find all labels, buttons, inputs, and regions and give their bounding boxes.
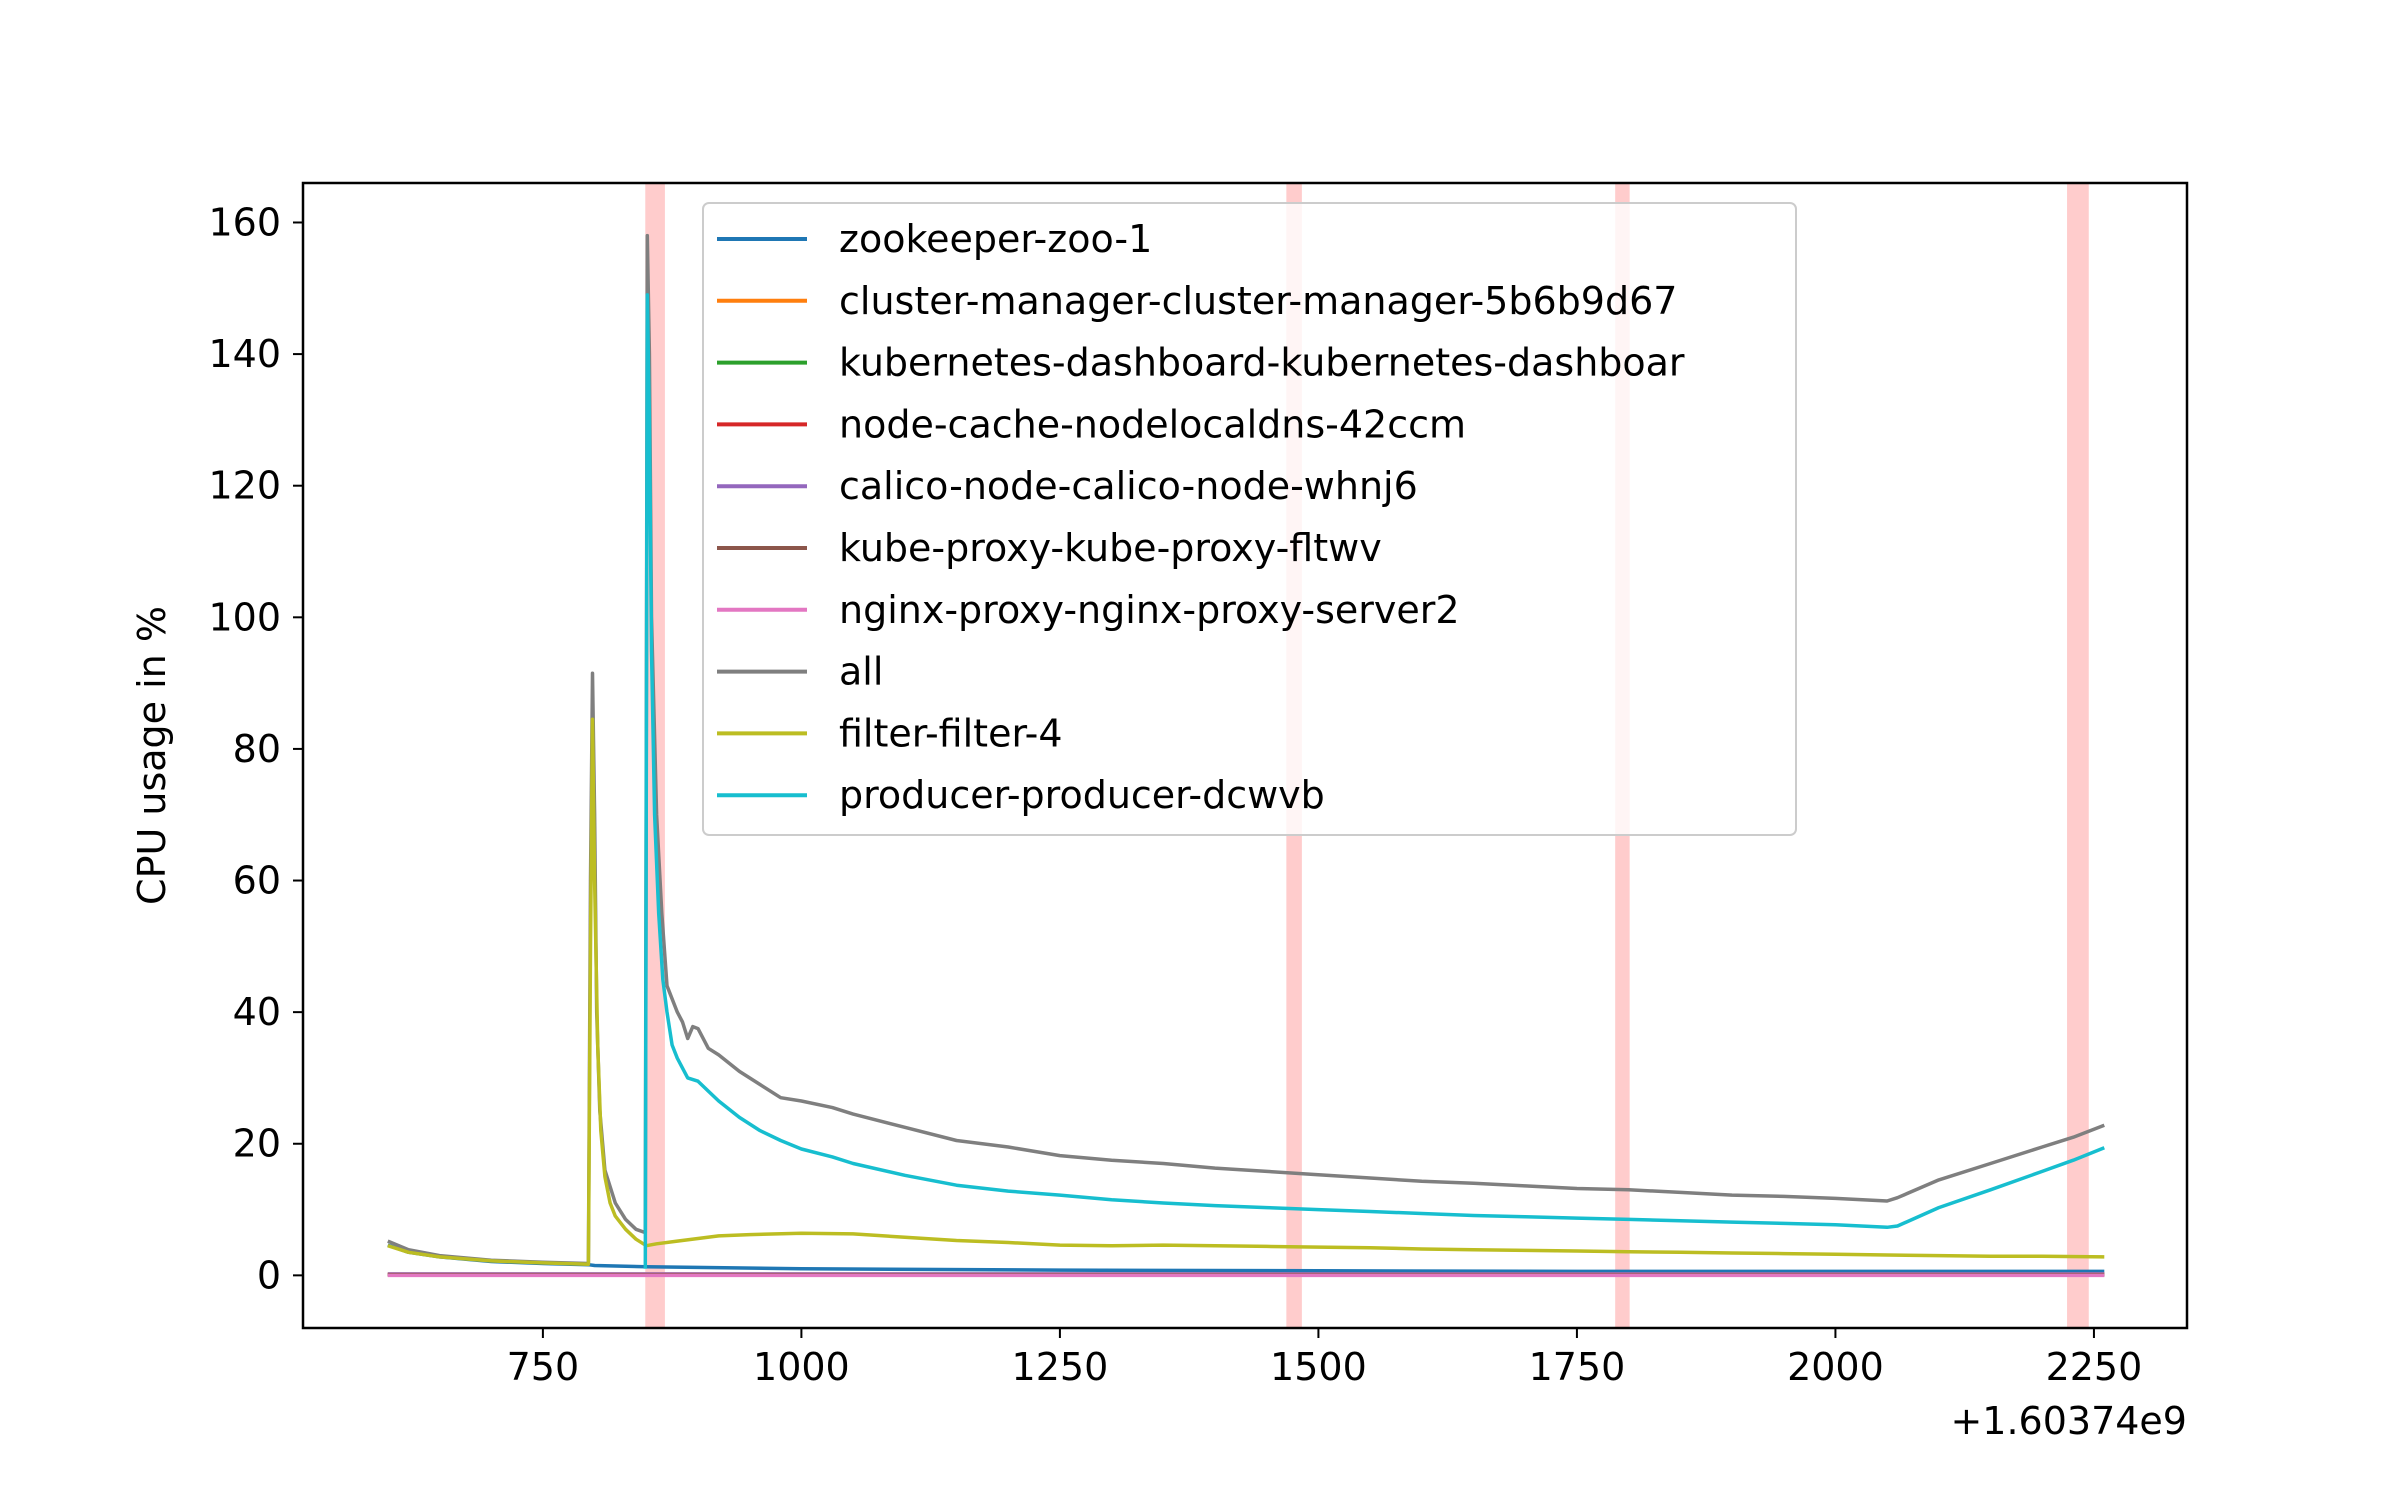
y-tick-label: 140	[208, 332, 281, 376]
legend: zookeeper-zoo-1 cluster-manager-cluster-m…	[702, 202, 1797, 836]
y-tick-label: 0	[257, 1253, 281, 1297]
x-tick-label: 1000	[753, 1345, 850, 1389]
legend-label-calico-node-calico-node-whnj6: calico-node-calico-node-whnj6	[839, 464, 1418, 508]
x-tick-label: 750	[507, 1345, 580, 1389]
series-lines	[387, 233, 2105, 1278]
legend-label-all: all	[839, 650, 883, 694]
y-tick-label: 20	[233, 1122, 281, 1166]
series-line-producer-producer-dcwvb	[643, 293, 2105, 1269]
highlight-band-4	[2067, 183, 2089, 1328]
y-axis-ticks: 0 20 40 60 80 100 120 140 160	[208, 200, 303, 1297]
legend-label-filter-filter-4: filter-filter-4	[839, 711, 1063, 755]
y-tick-label: 120	[208, 464, 281, 508]
legend-label-cluster-manager-cluster-manager-5b6b9d67: cluster-manager-cluster-manager-5b6b9d67	[839, 279, 1677, 323]
legend-label-nginx-proxy-nginx-proxy-server2: nginx-proxy-nginx-proxy-server2	[839, 588, 1460, 632]
y-tick-label: 60	[233, 859, 281, 903]
legend-label-producer-producer-dcwvb: producer-producer-dcwvb	[839, 773, 1325, 817]
x-axis-offset-label: +1.60374e9	[1950, 1399, 2187, 1443]
legend-label-kubernetes-dashboard-kubernetes-dashboar: kubernetes-dashboard-kubernetes-dashboar	[839, 341, 1685, 385]
legend-label-kube-proxy-kube-proxy-fltwv: kube-proxy-kube-proxy-fltwv	[839, 526, 1382, 570]
legend-box	[702, 202, 1797, 836]
series-line-filter-filter-4	[387, 717, 2105, 1266]
y-tick-label: 100	[208, 595, 281, 639]
x-tick-label: 1750	[1529, 1345, 1626, 1389]
y-axis-label: CPU usage in %	[130, 606, 174, 905]
x-axis-ticks: 750 1000 1250 1500 1750 2000 2250	[507, 1328, 2143, 1389]
legend-label-node-cache-nodelocaldns-42ccm: node-cache-nodelocaldns-42ccm	[839, 402, 1466, 446]
x-tick-label: 2250	[2046, 1345, 2143, 1389]
y-tick-label: 160	[208, 200, 281, 244]
y-tick-label: 80	[233, 727, 281, 771]
x-tick-label: 2000	[1787, 1345, 1884, 1389]
x-tick-label: 1500	[1270, 1345, 1367, 1389]
plot-frame	[301, 181, 2189, 1330]
legend-label-zookeeper-zoo-1: zookeeper-zoo-1	[839, 217, 1152, 261]
x-tick-label: 1250	[1012, 1345, 1109, 1389]
y-tick-label: 40	[233, 990, 281, 1034]
